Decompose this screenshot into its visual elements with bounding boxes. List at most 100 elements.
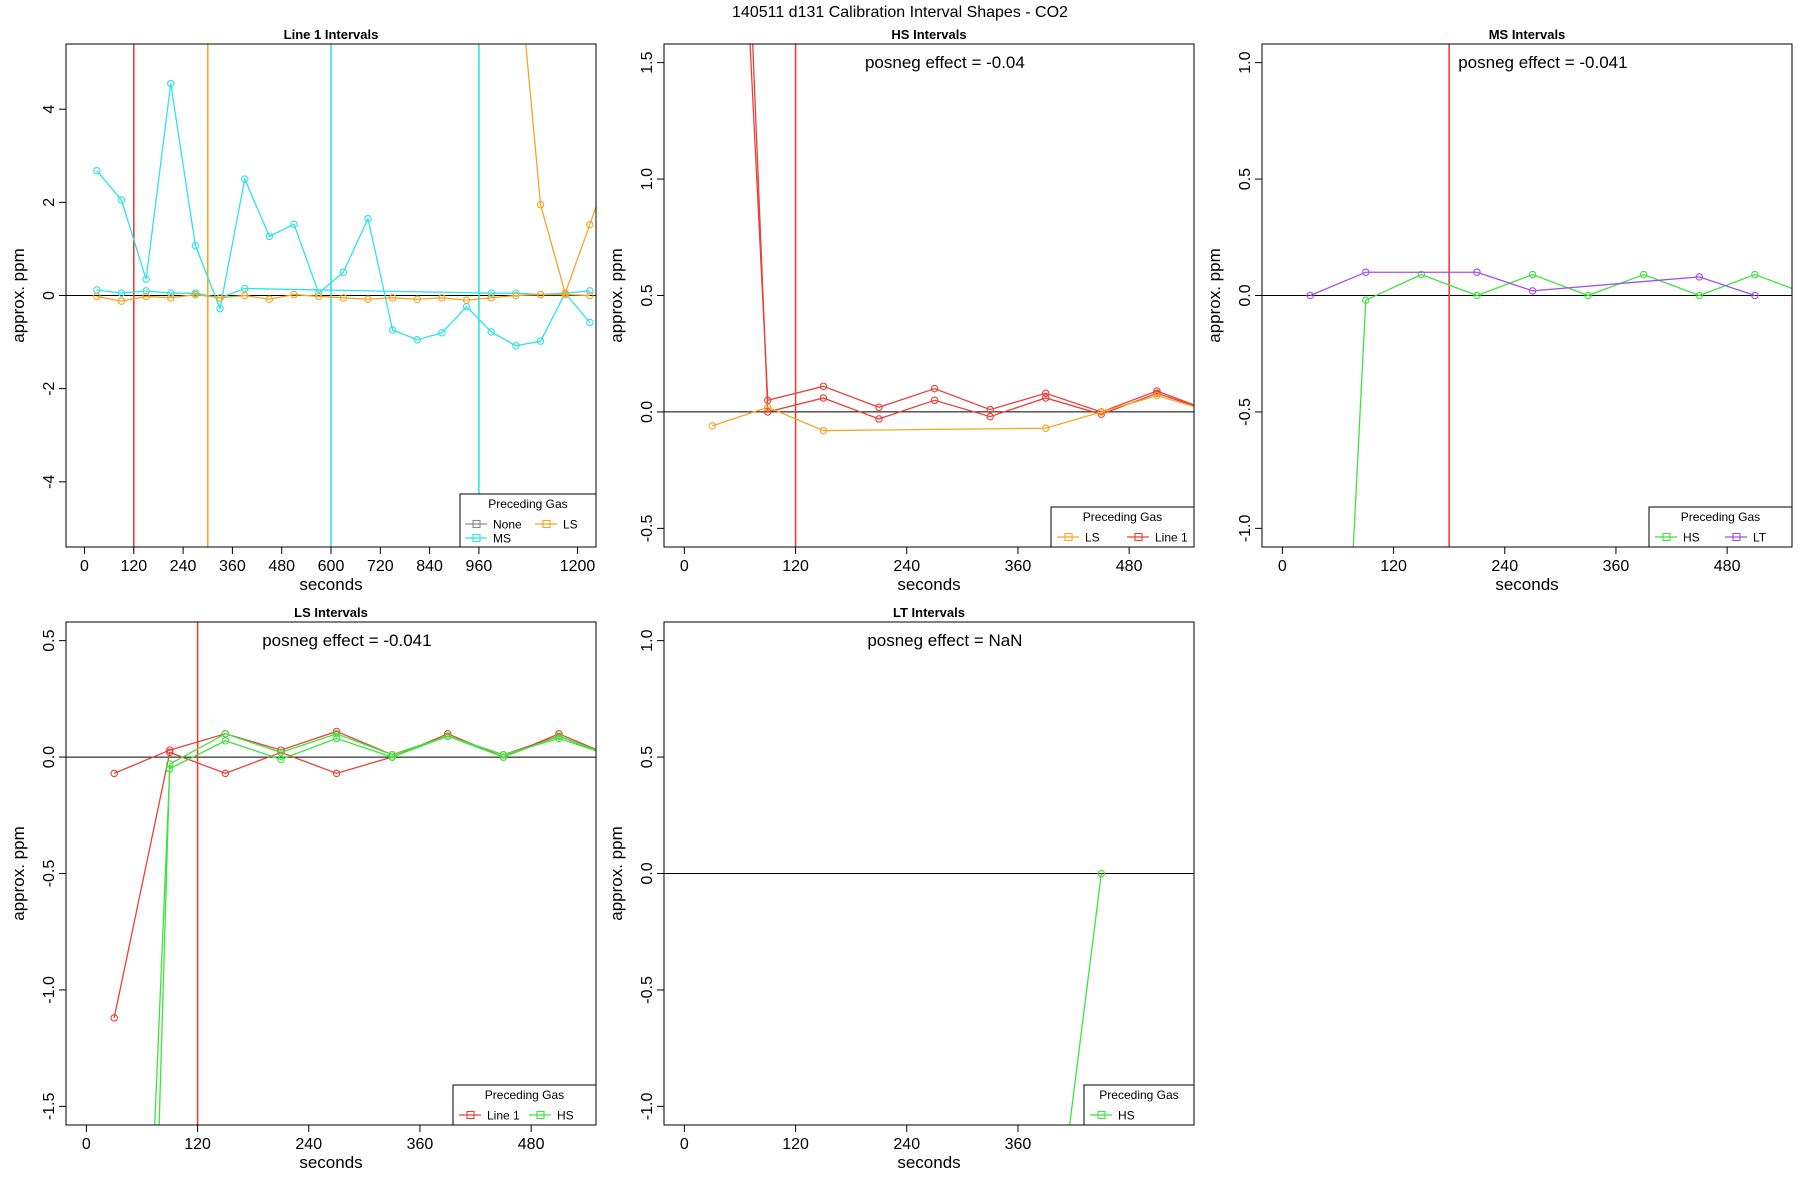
x-tick-label: 360 (1603, 558, 1630, 575)
data-point (221, 730, 230, 738)
y-tick-label: 0.5 (41, 629, 58, 651)
data-point (749, 24, 755, 30)
data-point (1349, 572, 1355, 578)
x-tick-label: 0 (80, 558, 89, 575)
data-point (611, 754, 617, 760)
data-point (117, 196, 126, 204)
x-tick-label: 480 (1116, 558, 1143, 575)
legend: Preceding Gas HS (1083, 1084, 1195, 1126)
panel-title: MS Intervals (1489, 27, 1566, 42)
x-tick-label: 360 (407, 1136, 434, 1153)
panel-5: LT Intervals 0 120 240 360 -1.0 -0.5 0.0 0.5 1.0 s… (607, 605, 1195, 1172)
series-line (1309, 271, 1756, 297)
legend-swatch-marker (1097, 1110, 1106, 1120)
x-tick-label: 480 (518, 1136, 545, 1153)
data-point (240, 175, 249, 183)
x-tick-label: 120 (1380, 558, 1407, 575)
data-point (1473, 268, 1481, 276)
series-line (1352, 273, 1792, 547)
series-line (1068, 873, 1102, 1125)
x-tick-label: 240 (893, 558, 920, 575)
data-point (555, 730, 563, 738)
y-tick-label: -1.5 (41, 1092, 58, 1120)
legend: Preceding Gas HS LT (1648, 506, 1793, 548)
data-point (1153, 387, 1161, 395)
y-tick-label: 1.0 (1237, 51, 1254, 73)
y-tick-label: 1.5 (639, 51, 656, 73)
y-axis-label: approx. ppm (607, 248, 626, 343)
panel-4: LS Intervals 0 120 240 360 480 -1.5 -1.0 -0.5 0.0… (9, 605, 617, 1172)
x-tick-label: 120 (782, 1136, 809, 1153)
x-tick-label: 360 (219, 558, 246, 575)
y-tick-label: 0.0 (639, 862, 656, 884)
data-point (167, 79, 175, 88)
data-point (1306, 291, 1314, 300)
data-point (1097, 408, 1106, 416)
plot-area (664, 869, 1194, 1125)
data-point (332, 730, 341, 738)
panel-3: MS Intervals 0 120 240 360 480 -1.0 -0.5 0.0 0.5 1… (1205, 27, 1793, 594)
x-axis-label: seconds (299, 575, 362, 594)
posneg-annotation: posneg effect = -0.041 (1458, 53, 1627, 72)
data-point (1695, 273, 1704, 281)
y-tick-label: -0.5 (41, 860, 58, 888)
x-tick-label: 0 (680, 558, 689, 575)
data-point (388, 753, 396, 761)
data-point (764, 403, 772, 412)
legend: Preceding Gas Line 1 HS (452, 1084, 597, 1126)
series-line (113, 730, 596, 774)
y-axis-label: approx. ppm (1205, 248, 1224, 343)
y-tick-label: 0.5 (639, 746, 656, 768)
x-tick-label: 480 (268, 558, 295, 575)
y-axis-label: approx. ppm (607, 826, 626, 921)
legend-entry-label: Line 1 (1155, 531, 1188, 545)
data-point (746, 24, 752, 30)
data-point (332, 727, 341, 736)
data-point (708, 422, 716, 430)
data-point (586, 287, 594, 295)
legend-title: Preceding Gas (485, 1088, 564, 1102)
data-point (764, 408, 772, 416)
data-point (167, 294, 175, 302)
data-point (332, 769, 341, 778)
x-axis-label: seconds (897, 575, 960, 594)
series-line (154, 735, 596, 1125)
data-point (93, 292, 101, 301)
legend-swatch-marker (472, 533, 481, 543)
legend-entry-label: LT (1753, 531, 1767, 545)
y-tick-label: 4 (41, 105, 58, 114)
y-tick-label: 1.0 (639, 168, 656, 190)
legend: Preceding Gas LS Line 1 (1050, 506, 1195, 548)
panel-title: LS Intervals (294, 605, 368, 620)
data-point (93, 166, 101, 175)
data-point (611, 754, 617, 760)
x-tick-label: 0 (680, 1136, 689, 1153)
data-point (1362, 296, 1370, 304)
x-tick-label: 840 (416, 558, 443, 575)
data-point (364, 295, 372, 303)
legend-entry-label: HS (557, 1109, 574, 1123)
y-tick-label: -0.5 (1237, 398, 1254, 426)
data-point (1209, 409, 1215, 415)
legend-entry-label: LS (563, 518, 578, 532)
data-point (536, 200, 545, 209)
data-point (240, 291, 249, 300)
legend-entry-label: HS (1683, 531, 1700, 545)
data-point (1751, 291, 1759, 300)
data-point (277, 755, 285, 764)
y-tick-label: -1.0 (41, 976, 58, 1004)
data-point (443, 732, 452, 740)
x-tick-label: 0 (82, 1136, 91, 1153)
data-point (1153, 389, 1161, 398)
data-point (512, 289, 520, 297)
plot-area (66, 44, 596, 547)
series-line (113, 733, 596, 1019)
plot-frame (663, 43, 1195, 548)
y-tick-label: 0.5 (1237, 168, 1254, 190)
data-point (265, 295, 274, 303)
plot-frame (65, 621, 597, 1126)
data-point (110, 769, 118, 778)
posneg-annotation: posneg effect = NaN (867, 631, 1022, 650)
data-point (413, 335, 422, 344)
data-point (221, 769, 230, 778)
